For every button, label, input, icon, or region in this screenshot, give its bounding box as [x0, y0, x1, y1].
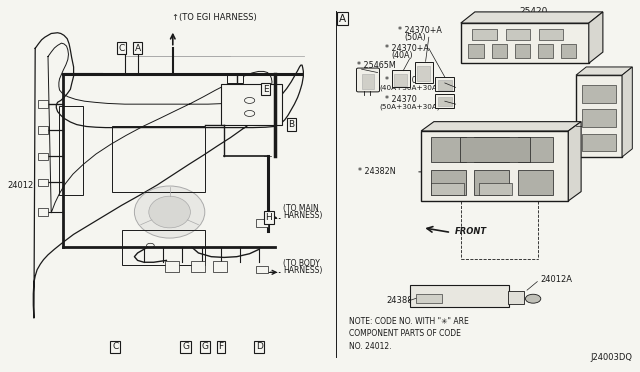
Text: * 24370+A: * 24370+A	[385, 44, 429, 53]
FancyBboxPatch shape	[438, 80, 452, 90]
FancyBboxPatch shape	[435, 94, 454, 108]
FancyBboxPatch shape	[410, 285, 509, 307]
FancyBboxPatch shape	[435, 77, 454, 91]
Text: (50A): (50A)	[404, 33, 426, 42]
Text: * 24370: * 24370	[385, 95, 417, 104]
FancyBboxPatch shape	[38, 208, 48, 216]
FancyBboxPatch shape	[474, 137, 509, 162]
Text: (50A+30A+30A): (50A+30A+30A)	[379, 104, 440, 110]
FancyBboxPatch shape	[38, 153, 48, 160]
Text: G: G	[202, 342, 208, 351]
Text: C: C	[118, 44, 125, 53]
FancyBboxPatch shape	[468, 44, 484, 58]
Text: 24012: 24012	[8, 181, 34, 190]
Polygon shape	[589, 12, 603, 63]
FancyBboxPatch shape	[538, 44, 553, 58]
FancyBboxPatch shape	[38, 100, 48, 108]
FancyBboxPatch shape	[227, 75, 243, 83]
Text: 25420: 25420	[520, 7, 548, 16]
Text: FRONT: FRONT	[454, 227, 486, 236]
FancyBboxPatch shape	[539, 29, 563, 40]
FancyBboxPatch shape	[515, 44, 530, 58]
FancyBboxPatch shape	[221, 84, 282, 125]
FancyBboxPatch shape	[213, 261, 227, 272]
FancyBboxPatch shape	[582, 109, 616, 127]
Circle shape	[147, 243, 154, 248]
FancyBboxPatch shape	[576, 75, 622, 157]
FancyBboxPatch shape	[582, 134, 616, 151]
FancyBboxPatch shape	[38, 126, 48, 134]
FancyBboxPatch shape	[518, 137, 553, 162]
FancyBboxPatch shape	[394, 74, 407, 86]
Polygon shape	[622, 67, 632, 157]
FancyBboxPatch shape	[472, 29, 497, 40]
FancyBboxPatch shape	[431, 137, 466, 162]
Text: A: A	[339, 14, 346, 23]
Polygon shape	[461, 12, 603, 23]
Text: (TO MAIN: (TO MAIN	[283, 204, 319, 213]
Ellipse shape	[134, 186, 205, 238]
Circle shape	[525, 294, 541, 303]
FancyBboxPatch shape	[561, 44, 576, 58]
FancyBboxPatch shape	[38, 179, 48, 186]
Text: * 24381: * 24381	[584, 122, 615, 131]
Text: 24388P: 24388P	[386, 296, 418, 305]
Ellipse shape	[149, 196, 191, 228]
FancyBboxPatch shape	[479, 183, 512, 195]
FancyBboxPatch shape	[492, 44, 507, 58]
Text: J24003DQ: J24003DQ	[590, 353, 632, 362]
Text: C: C	[112, 342, 118, 351]
Text: (40A): (40A)	[392, 51, 413, 60]
Text: G: G	[182, 342, 189, 351]
Text: HARNESS): HARNESS)	[283, 211, 323, 220]
FancyBboxPatch shape	[392, 70, 410, 87]
Text: (TO BODY: (TO BODY	[283, 259, 320, 268]
FancyBboxPatch shape	[362, 74, 374, 89]
Text: A: A	[134, 44, 141, 53]
Text: E: E	[263, 85, 268, 94]
FancyBboxPatch shape	[356, 68, 380, 92]
FancyBboxPatch shape	[431, 170, 466, 195]
FancyBboxPatch shape	[165, 261, 179, 272]
FancyBboxPatch shape	[582, 85, 616, 103]
FancyBboxPatch shape	[416, 294, 442, 303]
FancyBboxPatch shape	[256, 266, 268, 273]
Text: B: B	[288, 120, 294, 129]
FancyBboxPatch shape	[256, 219, 268, 227]
FancyBboxPatch shape	[461, 23, 589, 63]
FancyBboxPatch shape	[460, 137, 530, 162]
Polygon shape	[568, 122, 581, 201]
FancyBboxPatch shape	[431, 183, 464, 195]
Text: * 24370+A: * 24370+A	[398, 26, 442, 35]
FancyBboxPatch shape	[421, 131, 568, 201]
Text: HARNESS): HARNESS)	[283, 266, 323, 275]
FancyBboxPatch shape	[506, 29, 530, 40]
FancyBboxPatch shape	[191, 261, 205, 272]
Text: * 24370: * 24370	[385, 76, 417, 85]
FancyBboxPatch shape	[508, 291, 524, 304]
Text: D: D	[256, 342, 262, 351]
Text: H: H	[266, 213, 272, 222]
Text: ↑(TO EGI HARNESS): ↑(TO EGI HARNESS)	[172, 13, 256, 22]
FancyBboxPatch shape	[415, 62, 433, 83]
FancyBboxPatch shape	[417, 66, 430, 81]
Polygon shape	[576, 67, 632, 75]
Text: * 25465M: * 25465M	[357, 61, 396, 70]
FancyBboxPatch shape	[474, 170, 509, 195]
Text: F: F	[218, 342, 223, 351]
FancyBboxPatch shape	[438, 97, 452, 106]
Text: 24012A: 24012A	[541, 275, 573, 284]
Text: NOTE: CODE NO. WITH "✳" ARE
COMPONENT PARTS OF CODE
NO. 24012.: NOTE: CODE NO. WITH "✳" ARE COMPONENT PA…	[349, 317, 468, 351]
Text: (40A+30A+30A): (40A+30A+30A)	[379, 84, 440, 91]
Polygon shape	[421, 122, 581, 131]
FancyBboxPatch shape	[518, 170, 553, 195]
Text: * 24382N: * 24382N	[358, 167, 396, 176]
